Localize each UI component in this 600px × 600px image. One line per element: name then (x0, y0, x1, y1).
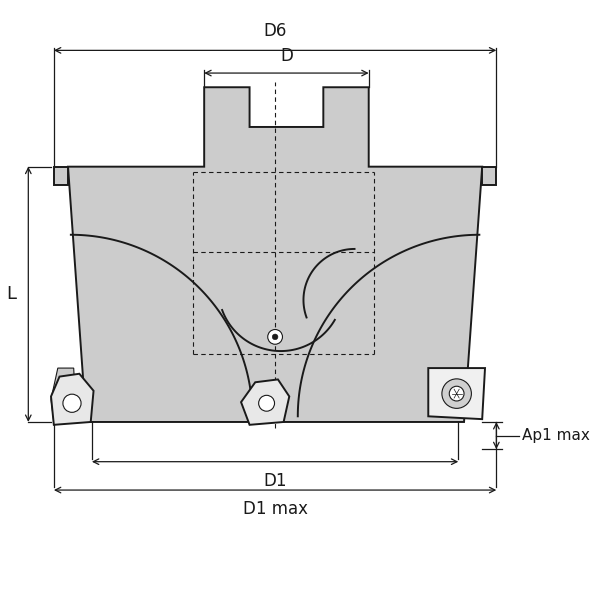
Polygon shape (428, 368, 485, 419)
Circle shape (449, 386, 464, 401)
Circle shape (259, 395, 275, 411)
Circle shape (63, 394, 81, 412)
Text: Ap1 max: Ap1 max (522, 428, 590, 443)
Text: D: D (280, 47, 293, 65)
Polygon shape (54, 167, 68, 185)
Text: D1 max: D1 max (242, 500, 308, 518)
Text: D6: D6 (263, 22, 287, 40)
Text: D1: D1 (263, 472, 287, 490)
Circle shape (268, 329, 283, 344)
Polygon shape (482, 167, 496, 185)
Polygon shape (51, 368, 77, 422)
Polygon shape (51, 374, 94, 425)
Polygon shape (241, 379, 289, 425)
Polygon shape (68, 87, 482, 422)
Circle shape (272, 334, 278, 340)
Text: L: L (6, 286, 16, 304)
Circle shape (442, 379, 472, 409)
